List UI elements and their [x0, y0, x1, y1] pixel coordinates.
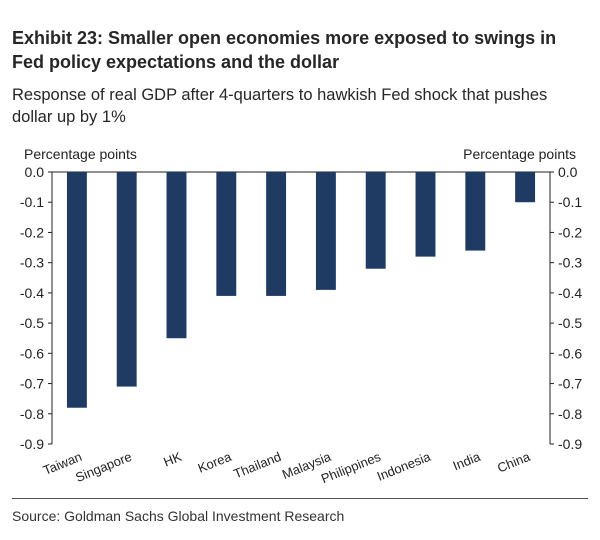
y-tick-label-right: -0.4 [558, 285, 582, 301]
bar-india [465, 172, 486, 251]
y-tick-label-left: -0.3 [20, 255, 44, 271]
y-tick-label-right: -0.9 [558, 436, 582, 452]
bar-korea [216, 172, 237, 296]
y-tick-label-left: -0.4 [20, 285, 44, 301]
y-tick-label-left: 0.0 [25, 164, 45, 180]
y-tick-label-left: -0.7 [20, 376, 44, 392]
y-tick-label-left: -0.2 [20, 224, 44, 240]
y-tick-label-right: -0.8 [558, 406, 582, 422]
y-tick-label-left: -0.8 [20, 406, 44, 422]
bar-philippines [365, 172, 386, 269]
x-tick-label: HK [161, 449, 184, 470]
bar-thailand [266, 172, 287, 296]
bar-chart: Percentage points Percentage points 0.0 0… [20, 146, 582, 486]
x-tick-label: Thailand [231, 449, 283, 482]
chart-subtitle: Response of real GDP after 4-quarters to… [12, 86, 548, 126]
y-tick-label-left: -0.6 [20, 345, 44, 361]
y-tick-label-left: -0.9 [20, 436, 44, 452]
exhibit-title: Exhibit 23: Smaller open economies more … [12, 28, 557, 72]
bar-taiwan [66, 172, 87, 408]
y-axis-label-right: Percentage points [463, 146, 576, 162]
x-tick-label: Indonesia [375, 449, 434, 484]
y-axis-label-left: Percentage points [24, 146, 137, 162]
bar-indonesia [415, 172, 436, 257]
bar-china [515, 172, 536, 203]
y-tick-label-right: -0.1 [558, 194, 582, 210]
y-tick-label-right: -0.7 [558, 376, 582, 392]
bar-singapore [116, 172, 137, 387]
bar-hk [166, 172, 187, 339]
y-tick-label-right: -0.5 [558, 315, 582, 331]
y-tick-label-right: -0.3 [558, 255, 582, 271]
bar-malaysia [315, 172, 336, 290]
y-tick-label-right: 0.0 [558, 164, 578, 180]
y-tick-label-right: -0.6 [558, 345, 582, 361]
y-tick-label-left: -0.5 [20, 315, 44, 331]
source-note: Source: Goldman Sachs Global Investment … [12, 508, 345, 524]
x-tick-label: Singapore [73, 449, 134, 485]
x-tick-label: China [495, 449, 533, 476]
x-tick-label: India [451, 449, 483, 474]
x-tick-label: Korea [196, 449, 234, 476]
footer-divider [12, 498, 588, 499]
y-tick-label-right: -0.2 [558, 224, 582, 240]
y-tick-label-left: -0.1 [20, 194, 44, 210]
